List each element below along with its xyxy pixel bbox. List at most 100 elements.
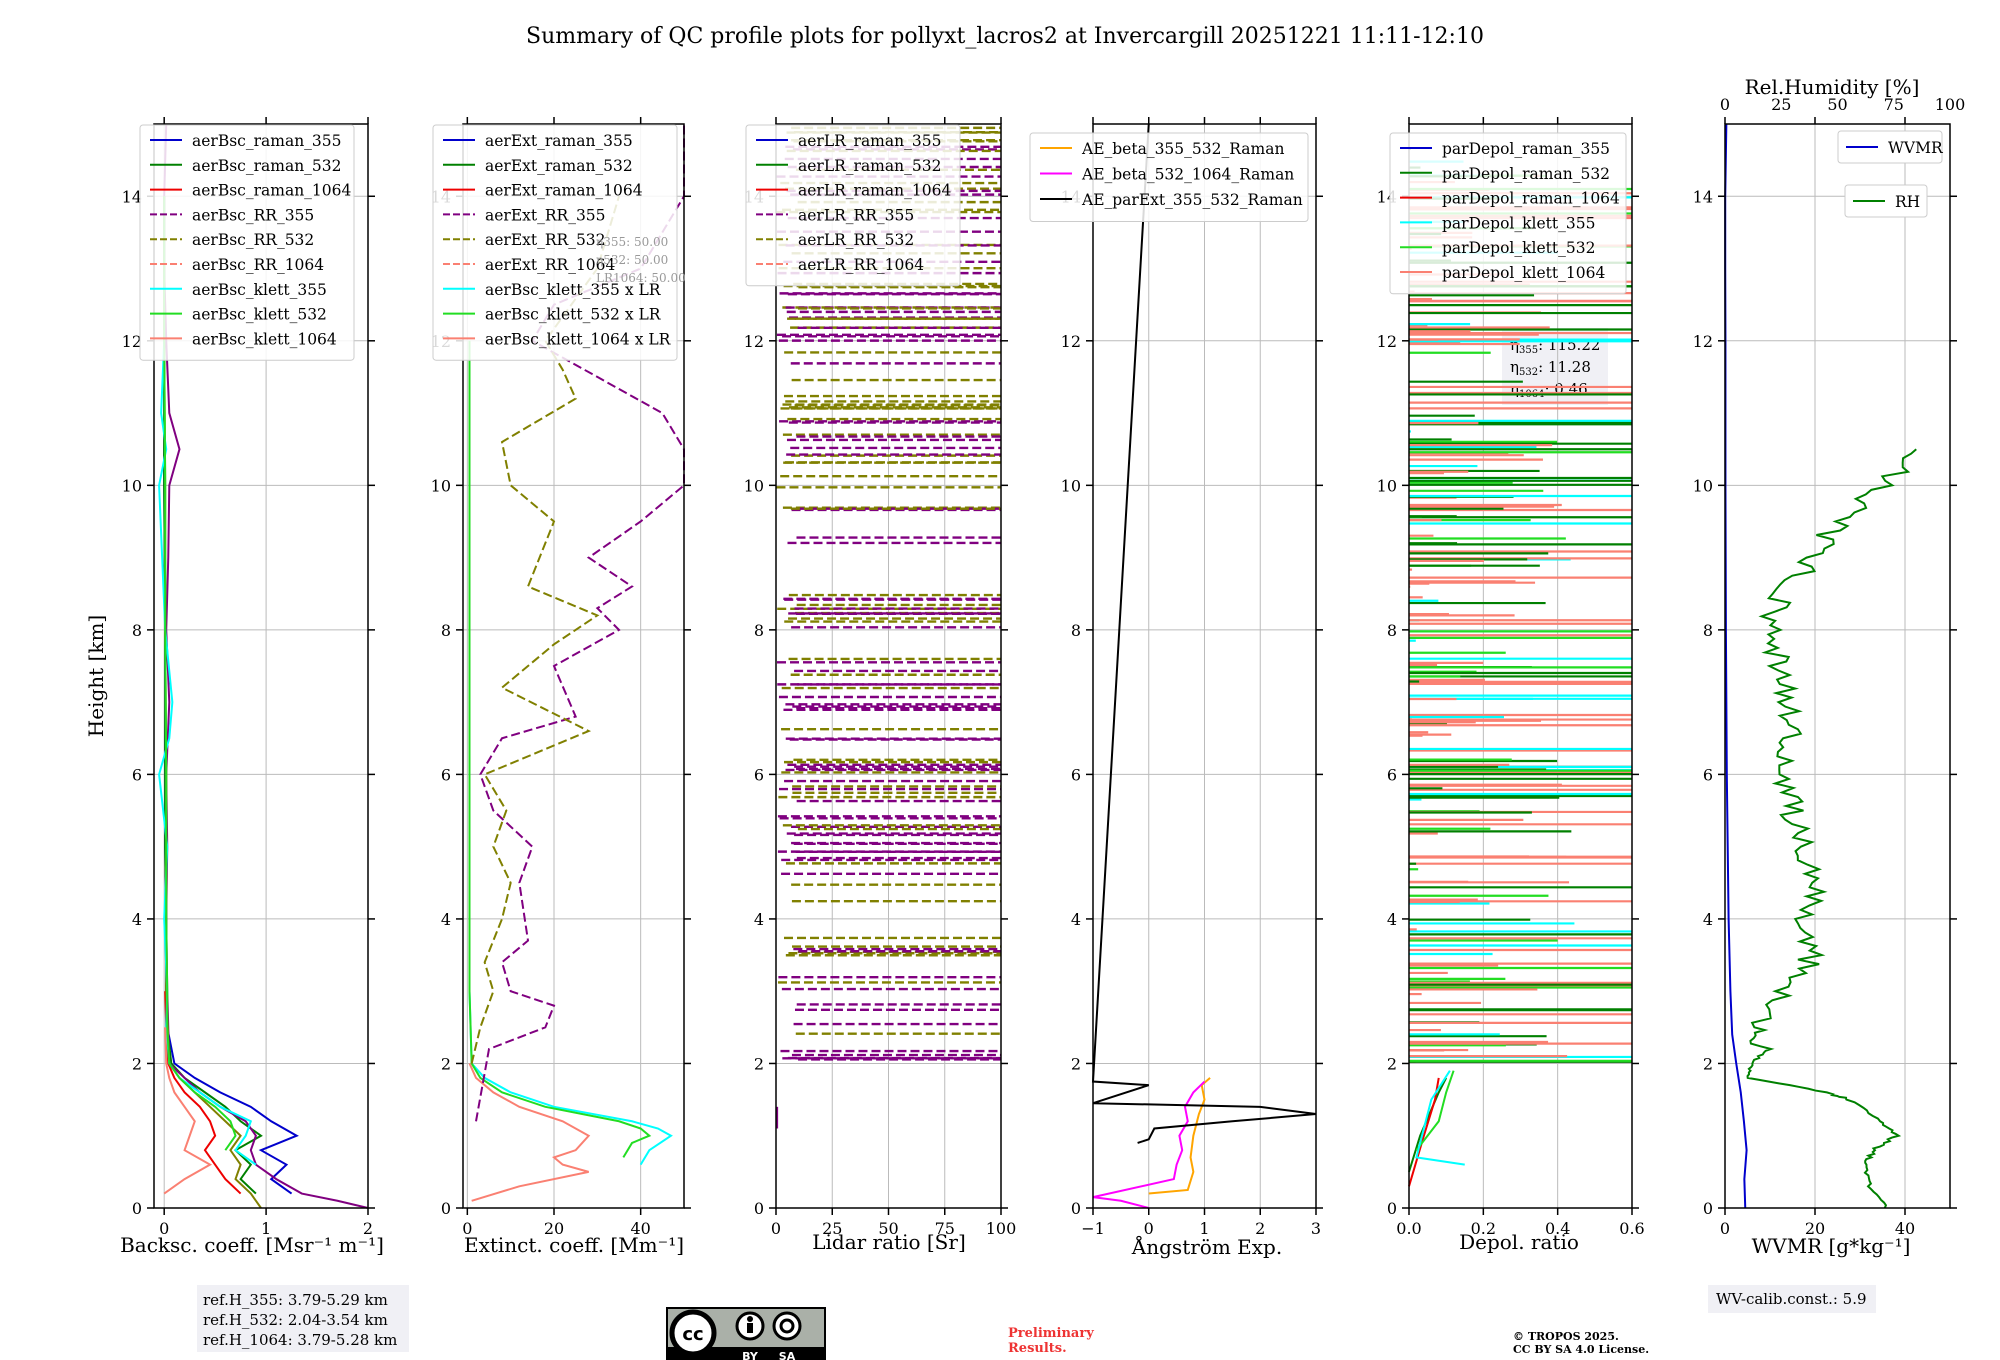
legend-entry-label: parDepol_raman_355 xyxy=(1442,140,1610,158)
series-line-orange xyxy=(1148,1077,1211,1195)
legend-entry-label: aerLR_raman_532 xyxy=(798,157,941,175)
y-tick-label: 14 xyxy=(122,187,142,206)
legend-entry-label: parDepol_raman_1064 xyxy=(1442,190,1620,208)
depol-profile xyxy=(1415,1070,1455,1151)
series-line-black xyxy=(1091,123,1317,1144)
x-tick-label: 50 xyxy=(878,1219,898,1238)
x-tick-label: 0 xyxy=(771,1219,781,1238)
preliminary-label: Preliminary xyxy=(1008,1326,1094,1341)
legend-entry-label: AE_parExt_355_532_Raman xyxy=(1081,191,1303,209)
legend-entry-label: aerLR_RR_1064 xyxy=(798,256,924,274)
legend-entry-label: aerExt_RR_355 xyxy=(485,206,606,224)
y-tick-label: 8 xyxy=(132,621,142,640)
legend-entry-label: aerExt_raman_532 xyxy=(485,157,633,175)
x-tick-label: 1 xyxy=(1199,1219,1209,1238)
eta-532-value: 11.28 xyxy=(1548,358,1591,376)
wv-calib-box xyxy=(1708,1285,1876,1313)
by-text: BY xyxy=(742,1350,759,1360)
legend-entry-label: aerExt_RR_532 xyxy=(485,231,606,249)
y-tick-label: 4 xyxy=(1071,910,1081,929)
plot-area xyxy=(1408,147,1632,1187)
series-line-lime xyxy=(468,340,652,1158)
x-tick-label: 25 xyxy=(822,1219,842,1238)
y-tick-label: 0 xyxy=(441,1199,451,1218)
axes-frame xyxy=(1408,123,1633,1209)
y-tick-label: 10 xyxy=(1693,476,1713,495)
cc-license-badge: cc BY SA xyxy=(666,1307,826,1360)
y-tick-label: 2 xyxy=(1071,1054,1081,1073)
y-tick-label: 0 xyxy=(754,1199,764,1218)
y-tick-label: 6 xyxy=(441,765,451,784)
x-tick-label: 75 xyxy=(935,1219,955,1238)
x-tick-label: 0 xyxy=(159,1219,169,1238)
series-line-green xyxy=(1746,448,1917,1209)
y-tick-label: 6 xyxy=(754,765,764,784)
legend-entry-label: AE_beta_355_532_Raman xyxy=(1081,140,1284,158)
legend-box xyxy=(1837,130,1943,164)
y-tick-label: 10 xyxy=(1061,476,1081,495)
legend-entry-label: aerBsc_klett_532 xyxy=(192,306,327,324)
y-tick-label: 14 xyxy=(1693,187,1713,206)
y-tick-label: 4 xyxy=(441,910,451,929)
legend-entry-label: WVMR xyxy=(1888,139,1944,157)
legend-entry-label: aerExt_RR_1064 xyxy=(485,256,616,274)
y-tick-label: 0 xyxy=(1071,1199,1081,1218)
y-tick-label: 10 xyxy=(1377,476,1397,495)
legend-box xyxy=(745,124,961,287)
legend-box xyxy=(1844,184,1928,218)
series-line-salmon xyxy=(468,1063,591,1202)
legend-entry-label: parDepol_raman_532 xyxy=(1442,165,1610,183)
y-tick-label: 4 xyxy=(1703,910,1713,929)
y-tick-label: 4 xyxy=(132,910,142,929)
y-tick-label: 2 xyxy=(1703,1054,1713,1073)
y-tick-label: 8 xyxy=(441,621,451,640)
plot-area xyxy=(1724,123,1917,1209)
y-tick-label: 6 xyxy=(1071,765,1081,784)
refh-1064: ref.H_1064: 3.79-5.28 km xyxy=(203,1331,397,1349)
y-tick-label: 2 xyxy=(441,1054,451,1073)
x-tick-label: 20 xyxy=(544,1219,564,1238)
series-line-red xyxy=(164,991,242,1195)
y-tick-label: 6 xyxy=(1387,765,1397,784)
series-line-lime xyxy=(163,196,237,1151)
depol-profile xyxy=(1415,1070,1465,1166)
refh-355: ref.H_355: 3.79-5.29 km xyxy=(203,1291,388,1309)
x2-tick-label: 0 xyxy=(1720,95,1730,114)
depol-profile xyxy=(1408,1077,1440,1187)
svg-text:cc: cc xyxy=(682,1324,703,1345)
legend-entry-label: aerBsc_raman_355 xyxy=(192,132,342,150)
legend-entry-label: aerBsc_RR_355 xyxy=(192,206,314,224)
legend-box xyxy=(432,124,678,361)
copyright-line: © TROPOS 2025. xyxy=(1513,1330,1619,1343)
x-tick-label: 0 xyxy=(462,1219,472,1238)
legend-entry-label: aerLR_RR_355 xyxy=(798,206,914,224)
x-tick-label: 0 xyxy=(1144,1219,1154,1238)
lr-annotation: η355: 50.00 xyxy=(596,235,668,249)
x-tick-label: 40 xyxy=(1895,1219,1915,1238)
legend-entry-label: aerBsc_klett_1064 xyxy=(192,330,337,348)
lr-annotation: LR1064: 50.00 xyxy=(596,271,686,285)
x-tick-label: 2 xyxy=(1255,1219,1265,1238)
y-tick-label: 12 xyxy=(1693,332,1713,351)
depol-profile xyxy=(1408,1077,1448,1173)
lr-annotation: η532: 50.00 xyxy=(596,253,668,267)
x2-tick-label: 50 xyxy=(1827,95,1847,114)
panel-angstrom: Ångström Exp. −1012302468101214AE_beta_3… xyxy=(1029,117,1323,1259)
wv-calib-text: WV-calib.const.: 5.9 xyxy=(1716,1290,1867,1308)
x2-tick-label: 100 xyxy=(1935,95,1966,114)
legend-entry-label: aerBsc_raman_532 xyxy=(192,157,342,175)
x-axis-label: Lidar ratio [Sr] xyxy=(812,1230,966,1254)
x-axis-label: Depol. ratio xyxy=(1459,1230,1579,1254)
legend-entry-label: RH xyxy=(1895,193,1920,211)
plot-area xyxy=(158,123,369,1209)
legend-entry-label: aerLR_raman_355 xyxy=(798,132,941,150)
y-tick-label: 6 xyxy=(132,765,142,784)
legend-box xyxy=(1029,132,1309,222)
panel-lidar-ratio: Lidar ratio [Sr] 025507510002468101214ae… xyxy=(744,117,1016,1254)
x2-tick-label: 25 xyxy=(1771,95,1791,114)
x2-tick-label: 75 xyxy=(1884,95,1904,114)
x-axis-label: WVMR [g*kg⁻¹] xyxy=(1752,1234,1911,1258)
y-tick-label: 4 xyxy=(1387,910,1397,929)
legend-entry-label: AE_beta_532_1064_Raman xyxy=(1081,166,1294,184)
